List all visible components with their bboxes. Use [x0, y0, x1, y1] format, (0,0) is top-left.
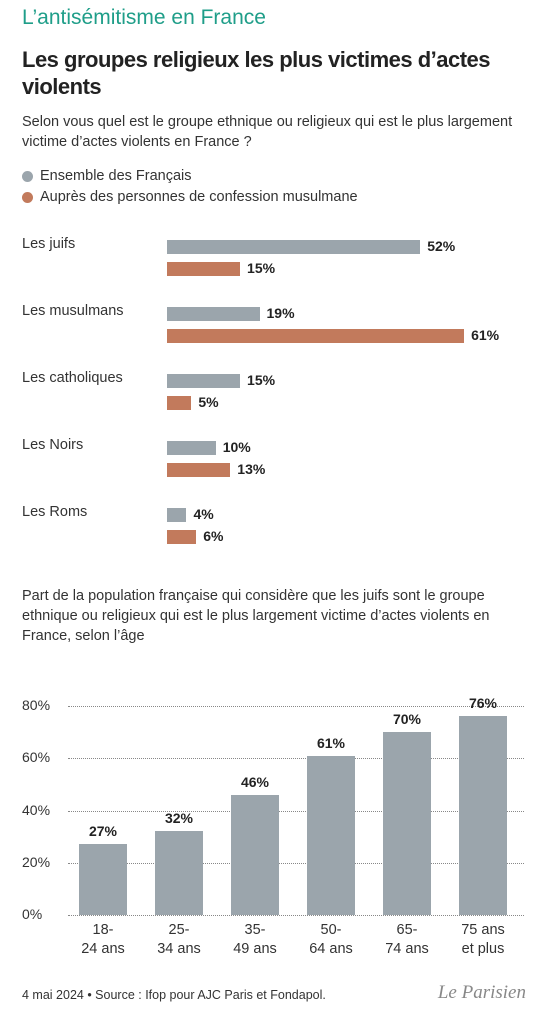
grid-line	[68, 915, 524, 916]
category-label: Les Noirs	[22, 437, 84, 453]
value-label: 76%	[468, 695, 498, 712]
grid-line	[68, 706, 524, 707]
source: 4 mai 2024 • Source : Ifop pour AJC Pari…	[22, 988, 326, 1002]
bar	[167, 262, 241, 276]
value-label: 15%	[247, 372, 276, 388]
x-tick-label: 18- 24 ans	[81, 922, 125, 957]
x-tick-label: 75 ans et plus	[461, 922, 505, 957]
bar	[167, 307, 260, 321]
bar	[167, 329, 465, 343]
value-label: 4%	[193, 506, 214, 522]
chart-question: Part de la population française qui cons…	[22, 588, 490, 644]
value-label: 10%	[222, 439, 251, 455]
bar	[155, 831, 203, 915]
value-label: 52%	[427, 238, 456, 254]
bar	[167, 441, 216, 455]
y-tick-label: 20%	[22, 853, 51, 870]
legend-marker	[22, 171, 33, 182]
value-label: 46%	[240, 773, 270, 790]
bar	[307, 755, 355, 915]
bar	[167, 508, 187, 522]
value-label: 5%	[198, 394, 219, 410]
value-label: 61%	[471, 327, 500, 343]
x-tick-label: 50- 64 ans	[309, 922, 353, 957]
value-label: 6%	[203, 528, 224, 544]
category-label: Les juifs	[22, 236, 76, 252]
y-tick-label: 80%	[22, 697, 51, 713]
legend-label: Auprès des personnes de confession musul…	[40, 189, 358, 205]
value-label: 15%	[247, 260, 276, 276]
chart-question: Selon vous quel est le groupe ethnique o…	[22, 114, 513, 150]
grid-line	[68, 810, 524, 812]
bar	[167, 374, 241, 388]
grid-line	[68, 758, 524, 760]
bar	[459, 716, 507, 915]
kicker: L’antisémitisme en France	[22, 6, 266, 29]
y-tick-label: 0%	[22, 906, 43, 922]
category-label: Les Roms	[22, 504, 88, 520]
bar	[167, 240, 421, 254]
category-label: Les catholiques	[22, 370, 123, 386]
bar	[167, 530, 197, 544]
bar	[79, 844, 127, 915]
value-label: 70%	[392, 711, 422, 728]
legend-label: Ensemble des Français	[40, 168, 192, 184]
x-tick-label: 25- 34 ans	[157, 922, 201, 957]
logo: Le Parisien	[437, 982, 526, 1003]
legend-marker	[22, 192, 33, 203]
bar	[383, 732, 431, 915]
value-label: 32%	[164, 810, 194, 827]
bar	[231, 794, 279, 915]
title: Les groupes religieux les plus victimes …	[22, 47, 491, 99]
bar	[167, 396, 192, 410]
category-label: Les musulmans	[22, 303, 124, 319]
value-label: 19%	[266, 305, 295, 321]
value-label: 13%	[237, 461, 266, 477]
x-tick-label: 35- 49 ans	[233, 922, 277, 957]
value-label: 27%	[88, 823, 118, 840]
bar	[167, 463, 231, 477]
y-tick-label: 40%	[22, 801, 51, 818]
grid-line	[68, 862, 524, 864]
value-label: 61%	[316, 734, 346, 751]
y-tick-label: 60%	[22, 749, 51, 766]
x-tick-label: 65- 74 ans	[385, 922, 429, 957]
